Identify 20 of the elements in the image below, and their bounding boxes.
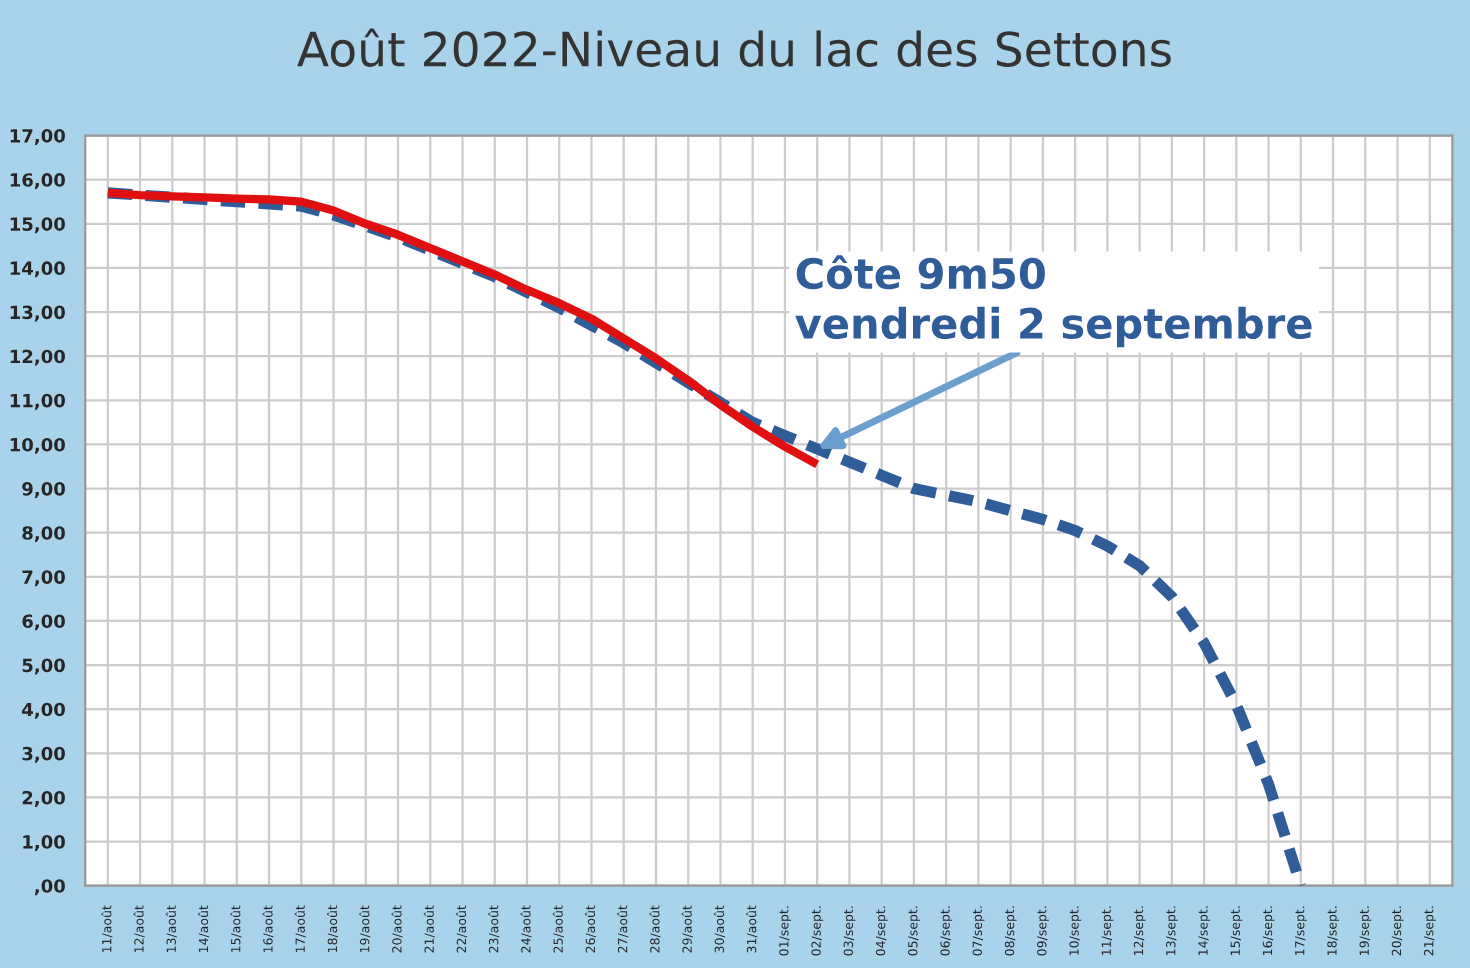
y-tick-label: 4,00 — [22, 702, 65, 719]
y-tick-label: 14,00 — [10, 261, 65, 278]
y-tick-label: 3,00 — [22, 746, 65, 763]
y-tick-label: 2,00 — [22, 790, 65, 807]
y-tick-label: 12,00 — [10, 349, 65, 366]
y-tick-label: ,00 — [34, 879, 65, 896]
chart-title: Août 2022-Niveau du lac des Settons — [297, 28, 1171, 67]
y-tick-label: 8,00 — [22, 526, 65, 543]
annotation: Côte 9m50 vendredi 2 septembre — [795, 255, 1312, 348]
y-tick-label: 16,00 — [10, 173, 65, 190]
y-tick-label: 9,00 — [22, 482, 65, 498]
y-tick-label: 15,00 — [10, 217, 65, 234]
y-tick-label: 13,00 — [10, 305, 65, 322]
y-tick-label: 5,00 — [22, 658, 65, 675]
y-tick-label: 1,00 — [23, 835, 65, 852]
y-tick-label: 10,00 — [10, 437, 65, 454]
y-tick-label: 7,00 — [22, 570, 65, 587]
y-tick-label: 17,00 — [10, 128, 65, 145]
y-tick-label: 11,00 — [10, 393, 65, 410]
y-tick-label: 6,00 — [22, 614, 65, 631]
